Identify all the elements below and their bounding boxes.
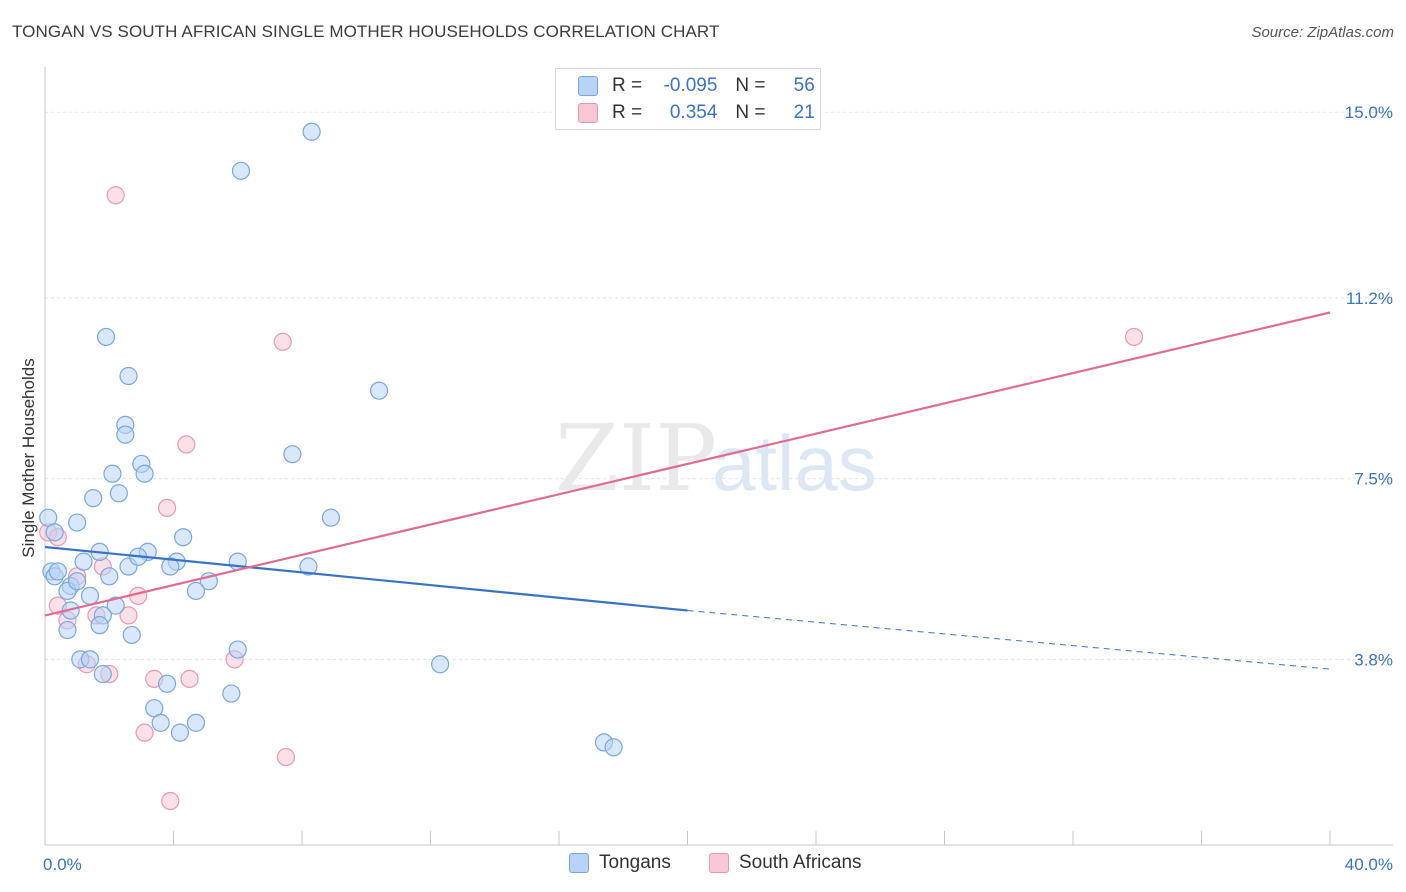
x-tick-labels: 0.0% 40.0%	[43, 855, 1393, 874]
tongans-trend-line	[44, 545, 688, 612]
tongans-point	[321, 508, 341, 527]
south-africans-point	[177, 435, 196, 454]
tongans-point	[103, 464, 122, 483]
south-africans-point	[135, 723, 154, 742]
legend-item-tongans[interactable]: Tongans	[569, 852, 671, 874]
legend-n-label: N =	[735, 102, 766, 123]
tongans-point	[68, 572, 87, 591]
y-tick-label: 7.5%	[1354, 470, 1393, 489]
tongans-point	[68, 513, 87, 532]
tongans-trend-extension	[687, 610, 1331, 670]
tongans-points	[39, 122, 623, 757]
x-tick-label-min: 0.0%	[43, 855, 82, 874]
south-africans-point	[273, 332, 292, 351]
legend-n-label: N =	[735, 75, 766, 96]
chart-title: TONGAN VS SOUTH AFRICAN SINGLE MOTHER HO…	[12, 22, 720, 41]
tongans-point	[222, 684, 241, 703]
tongans-point	[186, 713, 206, 732]
tongans-point	[431, 655, 450, 674]
tongans-point	[122, 625, 141, 645]
y-tick-labels: 3.8% 7.5% 11.2% 15.0%	[1345, 103, 1393, 669]
tongans-point	[302, 122, 321, 141]
watermark-atlas: atlas	[712, 419, 877, 507]
tongans-point	[119, 366, 138, 386]
correlation-legend: R = -0.095 N = 56 R = 0.354 N = 21	[555, 68, 821, 130]
tongans-point	[109, 484, 128, 503]
tongans-point	[48, 562, 67, 581]
gridlines	[45, 111, 1393, 660]
tongans-point	[74, 552, 93, 571]
tongans-point	[186, 581, 206, 601]
legend-r-label: R =	[612, 102, 643, 123]
tongans-point	[100, 567, 119, 586]
south-africans-point	[276, 747, 296, 767]
axes	[44, 67, 1393, 846]
tongans-point	[90, 616, 109, 635]
tongans-point	[80, 650, 100, 669]
tongans-point	[283, 445, 302, 464]
legend-r-value: -0.095	[663, 75, 718, 96]
south-africans-point	[157, 498, 177, 518]
tongans-legend-swatch	[569, 853, 589, 873]
legend-r-label: R =	[612, 75, 643, 96]
legend-r-value: 0.354	[669, 102, 718, 123]
tongans-point	[228, 640, 247, 659]
south-africans-point	[1124, 327, 1144, 347]
tongans-point	[231, 161, 251, 180]
tongans-point	[80, 586, 100, 605]
tongans-point	[370, 381, 389, 400]
tongans-point	[106, 596, 125, 615]
south-africans-swatch	[578, 103, 598, 123]
south-africans-legend-swatch	[709, 853, 729, 873]
tongans-point	[135, 464, 154, 483]
series-legend: Tongans South Africans	[0, 852, 1406, 876]
tongans-swatch	[578, 76, 598, 96]
tongans-point	[84, 489, 103, 508]
tongans-point	[157, 674, 177, 693]
south-africans-legend-label: South Africans	[739, 852, 862, 873]
south-africans-point	[106, 186, 125, 205]
legend-row-south-africans: R = 0.354 N = 21	[578, 102, 815, 126]
tongans-point	[299, 557, 318, 576]
x-tick-label-max: 40.0%	[1345, 855, 1393, 874]
tongans-point	[116, 425, 135, 444]
tongans-legend-label: Tongans	[599, 852, 671, 873]
legend-n-value: 56	[793, 75, 815, 96]
source-label: Source: ZipAtlas.com	[1251, 24, 1394, 41]
tongans-point	[96, 327, 116, 347]
south-africans-trend-line	[44, 311, 1331, 617]
tongans-point	[58, 620, 77, 640]
tongans-point	[161, 557, 180, 576]
legend-row-tongans: R = -0.095 N = 56	[578, 75, 815, 99]
legend-n-value: 21	[793, 102, 815, 123]
y-tick-label: 15.0%	[1345, 103, 1393, 122]
tongans-point	[174, 528, 193, 547]
tongans-point	[604, 738, 623, 757]
south-africans-point	[180, 669, 199, 688]
tongans-point	[151, 713, 170, 732]
tongans-point	[45, 523, 64, 542]
watermark-zip: ZIP	[555, 405, 717, 512]
south-africans-point	[119, 606, 138, 625]
y-axis-label: Single Mother Households	[19, 358, 38, 557]
tongans-point	[170, 723, 190, 742]
trend-lines	[44, 311, 1331, 670]
tongans-point	[93, 664, 112, 684]
y-tick-label: 11.2%	[1346, 289, 1393, 308]
legend-item-south-africans[interactable]: South Africans	[709, 852, 862, 874]
y-tick-label: 3.8%	[1354, 650, 1393, 669]
south-africans-point	[161, 791, 180, 811]
